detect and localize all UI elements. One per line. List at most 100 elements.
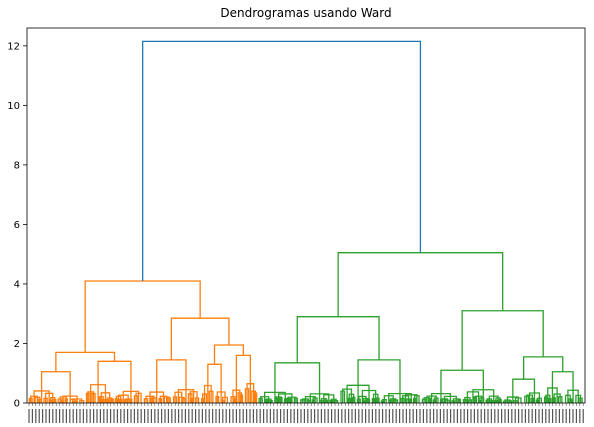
leaf-label-mark xyxy=(470,409,472,423)
leaf-label-mark xyxy=(212,409,214,423)
leaf-label-mark xyxy=(507,409,509,423)
leaf-label-mark xyxy=(48,409,50,423)
leaf-label-mark xyxy=(433,409,435,423)
leaf-label-mark xyxy=(195,409,197,423)
leaf-label-mark xyxy=(133,409,135,423)
leaf-label-mark xyxy=(497,409,499,423)
leaf-label-mark xyxy=(208,409,210,423)
leaf-label-mark xyxy=(558,409,560,423)
dendrogram-link xyxy=(522,356,564,380)
leaf-label-mark xyxy=(82,409,84,423)
leaf-label-mark xyxy=(501,409,503,423)
leaf-label-mark xyxy=(239,409,241,423)
leaf-label-mark xyxy=(402,409,404,423)
y-tick-label: 2 xyxy=(14,339,20,350)
leaf-label-mark xyxy=(331,409,333,423)
leaf-label-mark xyxy=(38,409,40,423)
leaf-label-mark xyxy=(429,409,431,423)
leaf-label-mark xyxy=(150,409,152,423)
leaf-label-mark xyxy=(518,409,520,423)
leaf-label-mark xyxy=(528,409,530,423)
leaf-label-mark xyxy=(409,409,411,423)
leaf-label-mark xyxy=(123,409,125,423)
leaf-label-mark xyxy=(222,409,224,423)
leaf-label-mark xyxy=(405,409,407,423)
leaf-label-mark xyxy=(504,409,506,423)
leaf-label-mark xyxy=(487,409,489,423)
leaf-label-mark xyxy=(35,409,37,423)
leaf-label-mark xyxy=(443,409,445,423)
leaf-label-mark xyxy=(344,409,346,423)
leaf-label-mark xyxy=(283,409,285,423)
leaf-label-mark xyxy=(79,409,81,423)
leaf-label-mark xyxy=(140,409,142,423)
leaf-label-mark xyxy=(341,409,343,423)
leaf-label-mark xyxy=(72,409,74,423)
leaf-label-mark xyxy=(242,409,244,423)
y-tick-label: 0 xyxy=(14,399,20,410)
leaf-label-mark xyxy=(582,409,584,423)
leaf-label-mark xyxy=(65,409,67,423)
dendrogram-link xyxy=(235,354,252,403)
y-axis: 0 2 4 6 8 10 12 xyxy=(7,41,27,410)
leaf-label-mark xyxy=(385,409,387,423)
leaf-label-mark xyxy=(76,409,78,423)
leaf-label-mark xyxy=(93,409,95,423)
leaf-label-mark xyxy=(120,409,122,423)
leaf-label-mark xyxy=(490,409,492,423)
leaf-label-mark xyxy=(572,409,574,423)
leaf-label-mark xyxy=(562,409,564,423)
leaf-label-mark xyxy=(59,409,61,423)
leaf-label-mark xyxy=(201,409,203,423)
leaf-label-mark xyxy=(174,409,176,423)
leaf-label-mark xyxy=(460,409,462,423)
leaf-label-mark xyxy=(365,409,367,423)
leaf-label-mark xyxy=(480,409,482,423)
dendrogram-link xyxy=(337,252,504,317)
dendrogram-link xyxy=(142,40,422,281)
leaf-label-mark xyxy=(545,409,547,423)
leaf-label-mark xyxy=(86,409,88,423)
leaf-label-mark xyxy=(524,409,526,423)
leaf-label-mark xyxy=(354,409,356,423)
leaf-label-mark xyxy=(416,409,418,423)
leaf-label-mark xyxy=(422,409,424,423)
leaf-label-mark xyxy=(446,409,448,423)
leaf-label-mark xyxy=(269,409,271,423)
leaf-label-mark xyxy=(263,409,265,423)
leaf-label-mark xyxy=(113,409,115,423)
y-tick-label: 12 xyxy=(7,41,20,52)
leaf-label-mark xyxy=(178,409,180,423)
dendrogram-link xyxy=(213,344,245,365)
leaf-label-mark xyxy=(378,409,380,423)
leaf-label-mark xyxy=(45,409,47,423)
leaf-label-mark xyxy=(324,409,326,423)
leaf-label-mark xyxy=(375,409,377,423)
leaf-label-mark xyxy=(55,409,57,423)
leaf-label-mark xyxy=(541,409,543,423)
leaf-label-mark xyxy=(473,409,475,423)
leaf-label-mark xyxy=(565,409,567,423)
leaf-label-mark xyxy=(307,409,309,423)
dendrogram-link xyxy=(207,363,222,403)
leaf-label-mark xyxy=(280,409,282,423)
leaf-label-mark xyxy=(235,409,237,423)
leaf-label-mark xyxy=(273,409,275,423)
leaf-label-mark xyxy=(106,409,108,423)
leaf-label-mark xyxy=(89,409,91,423)
dendrogram-links xyxy=(28,40,583,403)
y-tick-label: 8 xyxy=(14,160,20,171)
leaf-label-mark xyxy=(436,409,438,423)
leaf-label-mark xyxy=(317,409,319,423)
dendrogram-link xyxy=(170,317,230,360)
leaf-label-mark xyxy=(453,409,455,423)
leaf-label-mark xyxy=(266,409,268,423)
leaf-label-mark xyxy=(276,409,278,423)
leaf-label-mark xyxy=(514,409,516,423)
leaf-label-mark xyxy=(310,409,312,423)
leaf-label-mark xyxy=(300,409,302,423)
leaf-label-mark xyxy=(388,409,390,423)
leaf-label-mark xyxy=(181,409,183,423)
leaf-label-mark xyxy=(171,409,173,423)
